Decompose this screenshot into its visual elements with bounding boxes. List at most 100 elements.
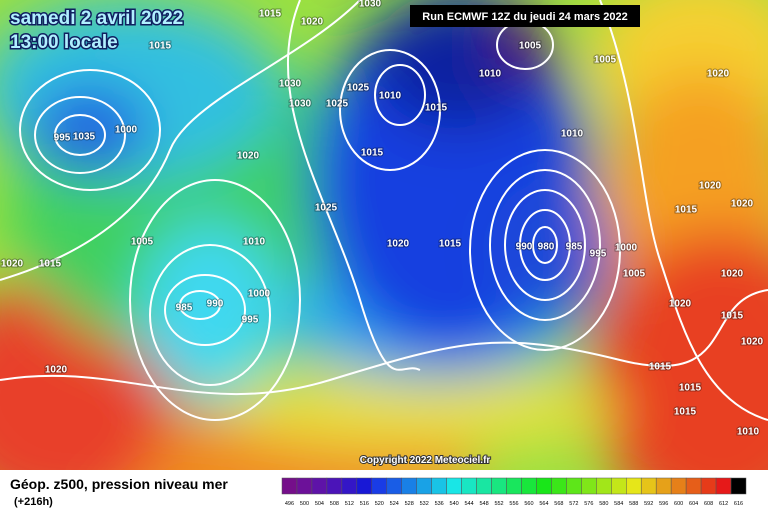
legend-swatch (551, 477, 567, 495)
legend-tick: 560 (524, 501, 533, 507)
isobar-label: 1000 (615, 243, 638, 254)
legend-tick: 612 (719, 501, 728, 507)
date: samedi 2 avril 2022 (10, 8, 183, 29)
legend-tick: 568 (554, 501, 563, 507)
isobar-label: 1015 (675, 205, 698, 216)
isobar-label: 1005 (131, 237, 154, 248)
isobar-label: 1010 (243, 237, 266, 248)
isobar-label: 1015 (361, 148, 384, 159)
legend-swatch (341, 477, 358, 495)
legend-swatch (700, 477, 717, 495)
legend-tick: 508 (330, 501, 339, 507)
legend-tick: 608 (704, 501, 713, 507)
legend-swatch (446, 477, 462, 495)
legend-swatch (506, 477, 522, 495)
isobar-label: 990 (207, 299, 224, 310)
isobar-label: 1025 (326, 99, 349, 110)
copyright: Copyright 2022 Meteociel.fr (360, 455, 491, 466)
legend-tick: 540 (450, 501, 459, 507)
legend-swatch (715, 477, 732, 495)
run-info: Run ECMWF 12Z du jeudi 24 mars 2022 (422, 11, 627, 23)
legend-swatch (730, 477, 747, 495)
legend-tick: 496 (285, 501, 294, 507)
legend-tick: 504 (315, 501, 324, 507)
legend-swatch (626, 477, 642, 495)
legend-swatch (416, 477, 432, 495)
legend-swatch (356, 477, 373, 495)
legend-tick: 512 (345, 501, 354, 507)
isobar-label: 1035 (73, 132, 96, 143)
legend-tick: 600 (674, 501, 683, 507)
legend-tick: 564 (539, 501, 548, 507)
isobar-label: 980 (538, 242, 555, 253)
legend-tick: 584 (614, 501, 623, 507)
legend-tick: 520 (375, 501, 384, 507)
isobar-label: 1010 (737, 427, 760, 438)
legend-tick: 536 (435, 501, 444, 507)
legend-swatch (296, 477, 313, 495)
legend-tick: 556 (509, 501, 518, 507)
legend-swatch (311, 477, 328, 495)
legend-swatch (371, 477, 388, 495)
run-box (410, 5, 640, 27)
isobar-label: 1020 (45, 365, 68, 376)
legend-tick: 500 (300, 501, 309, 507)
isobar-label: 1020 (237, 151, 260, 162)
isobar-label: 995 (590, 249, 607, 260)
isobar-label: 1020 (699, 181, 722, 192)
legend-swatch (596, 477, 612, 495)
legend-swatch (611, 477, 627, 495)
legend-tick: 596 (659, 501, 668, 507)
legend-tick: 576 (584, 501, 593, 507)
legend-tick: 604 (689, 501, 698, 507)
legend-swatch (581, 477, 597, 495)
legend-swatch (281, 477, 298, 495)
isobar-label: 1025 (315, 203, 338, 214)
isobar-label: 1015 (439, 239, 462, 250)
isobar-label: 1005 (519, 41, 542, 52)
isobar-label: 1025 (347, 83, 370, 94)
isobar-label: 1000 (248, 289, 271, 300)
isobar-label: 1015 (649, 362, 672, 373)
legend-swatch (685, 477, 702, 495)
isobar-label: 1030 (279, 79, 302, 90)
legend-tick: 616 (734, 501, 743, 507)
legend-swatch (401, 477, 417, 495)
isobar-label: 1010 (379, 91, 402, 102)
legend-tick: 516 (360, 501, 369, 507)
legend-tick: 592 (644, 501, 653, 507)
isobar-label: 985 (566, 242, 583, 253)
legend-swatch (491, 477, 507, 495)
legend-swatch (566, 477, 582, 495)
isobar-label: 1005 (594, 55, 617, 66)
legend-tick: 548 (479, 501, 488, 507)
isobar-label: 1015 (425, 103, 448, 114)
isobar-label: 995 (54, 133, 71, 144)
legend-tick: 524 (390, 501, 399, 507)
legend-swatch (386, 477, 402, 495)
legend-tick: 528 (405, 501, 414, 507)
isobar-label: 1020 (669, 299, 692, 310)
footer-title: Géop. z500, pression niveau mer (10, 476, 228, 492)
legend-swatch (640, 477, 657, 495)
isobar-label: 1020 (301, 17, 324, 28)
time: 13:00 locale (10, 32, 118, 53)
legend-tick: 580 (599, 501, 608, 507)
legend-tick: 532 (420, 501, 429, 507)
legend-tick: 544 (465, 501, 474, 507)
footer-lead: (+216h) (14, 496, 53, 508)
legend-swatch (476, 477, 492, 495)
isobar-label: 1020 (707, 69, 730, 80)
legend-swatch (536, 477, 552, 495)
isobar-label: 985 (176, 303, 193, 314)
isobar-label: 1020 (1, 259, 24, 270)
isobar-label: 1015 (259, 9, 282, 20)
legend-swatch (521, 477, 537, 495)
legend-swatch (326, 477, 343, 495)
isobar-label: 1030 (359, 0, 382, 10)
legend-swatch (655, 477, 672, 495)
isobar-label: 1015 (149, 41, 172, 52)
isobars (0, 0, 768, 421)
